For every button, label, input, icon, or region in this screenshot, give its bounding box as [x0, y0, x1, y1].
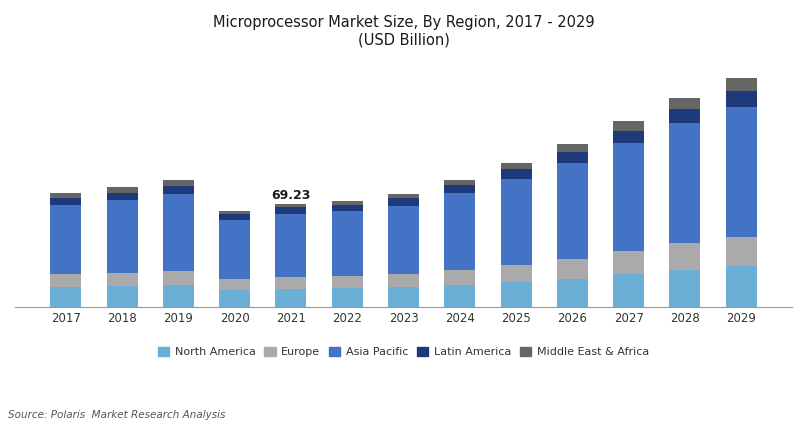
Bar: [725, 91, 757, 106]
Bar: [388, 287, 419, 307]
Bar: [332, 288, 362, 307]
Bar: [50, 193, 82, 198]
Bar: [388, 273, 419, 287]
Bar: [725, 237, 757, 266]
Bar: [50, 198, 82, 205]
Bar: [557, 152, 587, 163]
Bar: [220, 211, 250, 215]
Bar: [445, 180, 475, 185]
Bar: [275, 207, 307, 214]
Bar: [500, 282, 532, 307]
Bar: [50, 274, 82, 287]
Bar: [445, 285, 475, 307]
Bar: [388, 198, 419, 206]
Bar: [557, 163, 587, 259]
Bar: [388, 206, 419, 273]
Bar: [670, 109, 700, 123]
Bar: [107, 201, 137, 273]
Bar: [388, 194, 419, 198]
Bar: [725, 106, 757, 237]
Bar: [557, 144, 587, 152]
Bar: [613, 143, 644, 251]
Bar: [107, 286, 137, 307]
Bar: [670, 270, 700, 307]
Text: 69.23: 69.23: [271, 189, 311, 202]
Bar: [275, 277, 307, 289]
Bar: [725, 266, 757, 307]
Bar: [163, 180, 194, 186]
Bar: [725, 78, 757, 91]
Bar: [50, 205, 82, 274]
Bar: [275, 214, 307, 277]
Bar: [50, 287, 82, 307]
Bar: [220, 279, 250, 290]
Bar: [163, 195, 194, 271]
Bar: [332, 205, 362, 212]
Bar: [500, 169, 532, 179]
Bar: [613, 121, 644, 131]
Legend: North America, Europe, Asia Pacific, Latin America, Middle East & Africa: North America, Europe, Asia Pacific, Lat…: [153, 343, 654, 362]
Bar: [557, 279, 587, 307]
Bar: [613, 251, 644, 274]
Bar: [107, 193, 137, 201]
Bar: [332, 212, 362, 276]
Bar: [500, 265, 532, 282]
Bar: [275, 289, 307, 307]
Bar: [220, 290, 250, 307]
Bar: [500, 179, 532, 265]
Bar: [220, 220, 250, 279]
Bar: [275, 204, 307, 207]
Bar: [557, 259, 587, 279]
Bar: [107, 273, 137, 286]
Bar: [220, 215, 250, 220]
Bar: [332, 276, 362, 288]
Title: Microprocessor Market Size, By Region, 2017 - 2029
(USD Billion): Microprocessor Market Size, By Region, 2…: [213, 15, 594, 47]
Bar: [332, 201, 362, 205]
Bar: [445, 193, 475, 270]
Bar: [613, 274, 644, 307]
Bar: [107, 187, 137, 193]
Bar: [163, 285, 194, 307]
Text: Source: Polaris  Market Research Analysis: Source: Polaris Market Research Analysis: [8, 410, 225, 420]
Bar: [670, 98, 700, 109]
Bar: [670, 123, 700, 243]
Bar: [445, 270, 475, 285]
Bar: [500, 163, 532, 169]
Bar: [163, 186, 194, 195]
Bar: [613, 131, 644, 143]
Bar: [163, 271, 194, 285]
Bar: [670, 243, 700, 270]
Bar: [445, 185, 475, 193]
